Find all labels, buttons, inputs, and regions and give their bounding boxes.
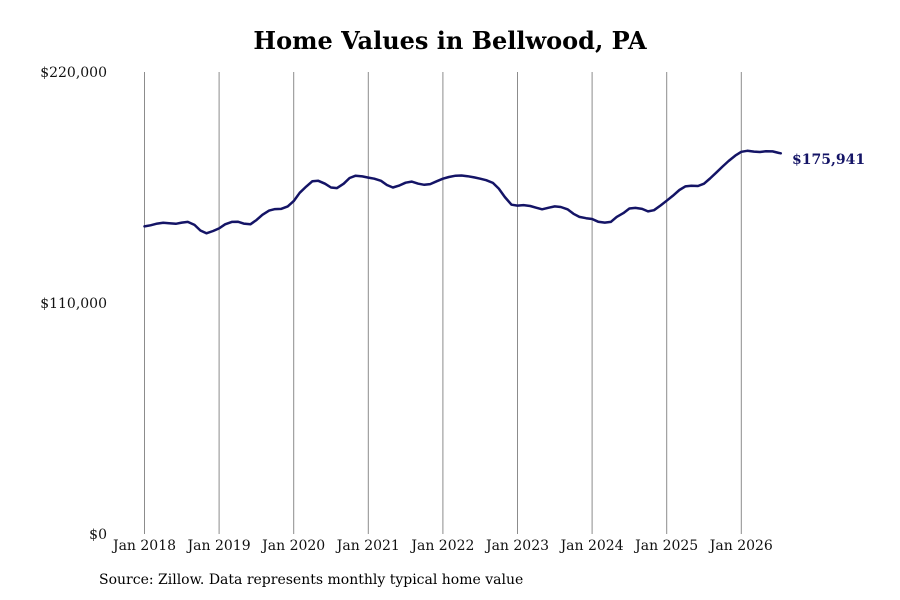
series bbox=[143, 149, 783, 235]
x-tick-label: Jan 2019 bbox=[186, 538, 251, 554]
x-tick-label: Jan 2026 bbox=[708, 538, 773, 554]
series-line bbox=[143, 149, 783, 235]
x-tick-label: Jan 2020 bbox=[260, 538, 325, 554]
x-tick-label: Jan 2025 bbox=[633, 538, 698, 554]
y-tick-label: $110,000 bbox=[40, 296, 107, 312]
x-tick-label: Jan 2018 bbox=[111, 538, 176, 554]
x-tick-label: Jan 2022 bbox=[409, 538, 474, 554]
y-tick-label: $220,000 bbox=[40, 65, 107, 81]
gridlines bbox=[144, 72, 742, 534]
y-axis-ticks: $0 $110,000 $220,000 bbox=[40, 65, 107, 543]
chart-title: Home Values in Bellwood, PA bbox=[253, 26, 647, 55]
end-value-label: $175,941 bbox=[792, 152, 865, 168]
source-note: Source: Zillow. Data represents monthly … bbox=[99, 572, 524, 588]
x-tick-label: Jan 2023 bbox=[484, 538, 549, 554]
y-tick-label: $0 bbox=[89, 527, 107, 543]
x-axis-ticks: Jan 2018 Jan 2019 Jan 2020 Jan 2021 Jan 2022… bbox=[111, 538, 773, 554]
x-tick-label: Jan 2021 bbox=[335, 538, 400, 554]
x-tick-label: Jan 2024 bbox=[559, 538, 624, 554]
